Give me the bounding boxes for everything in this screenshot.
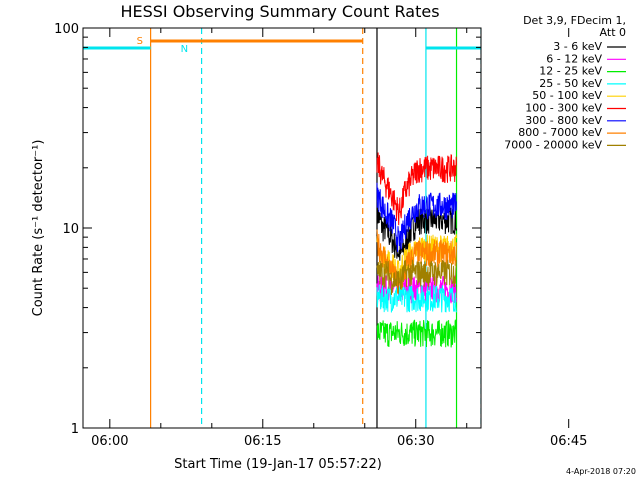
x-tick-label: 06:15 [244,434,281,449]
series-line [376,229,457,294]
series-line [376,259,457,295]
series-line [376,284,457,313]
legend-entry: 800 - 7000 keV [518,126,602,139]
y-tick-label: 1 [71,422,79,437]
x-axis-label: Start Time (19-Jan-17 05:57:22) [174,457,382,472]
legend-header: Att 0 [600,26,626,39]
series-line [376,274,457,304]
plot-area: SN [83,28,481,428]
series-line [376,152,457,226]
y-axis-label: Count Rate (s⁻¹ detector⁻¹) [31,140,46,317]
legend-entry: 12 - 25 keV [539,65,602,78]
legend-header: Det 3,9, FDecim 1, [523,14,626,27]
legend-entry: 25 - 50 keV [539,77,602,90]
legend-entry: 100 - 300 keV [525,102,602,115]
x-tick-label: 06:45 [550,434,587,449]
y-tick-label: 100 [54,22,79,37]
series-line [376,319,457,348]
chart-title: HESSI Observing Summary Count Rates [120,2,439,21]
y-axis: 1 10 100 [54,22,481,437]
x-tick-label: 06:30 [397,434,434,449]
legend-entry: 50 - 100 keV [532,89,602,102]
series-line [376,182,457,253]
night-flag-label: N [181,44,188,55]
legend-entry: 6 - 12 keV [546,52,602,65]
observing-flags: SN [83,28,481,428]
count-rate-series [376,152,457,348]
legend-entry: 3 - 6 keV [553,40,602,53]
legend-entry: 300 - 800 keV [525,114,602,127]
y-tick-label: 10 [62,222,79,237]
legend-entry: 7000 - 20000 keV [504,138,602,151]
x-tick-label: 06:00 [91,434,128,449]
footer-stamp: 4-Apr-2018 07:20 [566,467,636,476]
saa-flag-label: S [137,36,143,47]
